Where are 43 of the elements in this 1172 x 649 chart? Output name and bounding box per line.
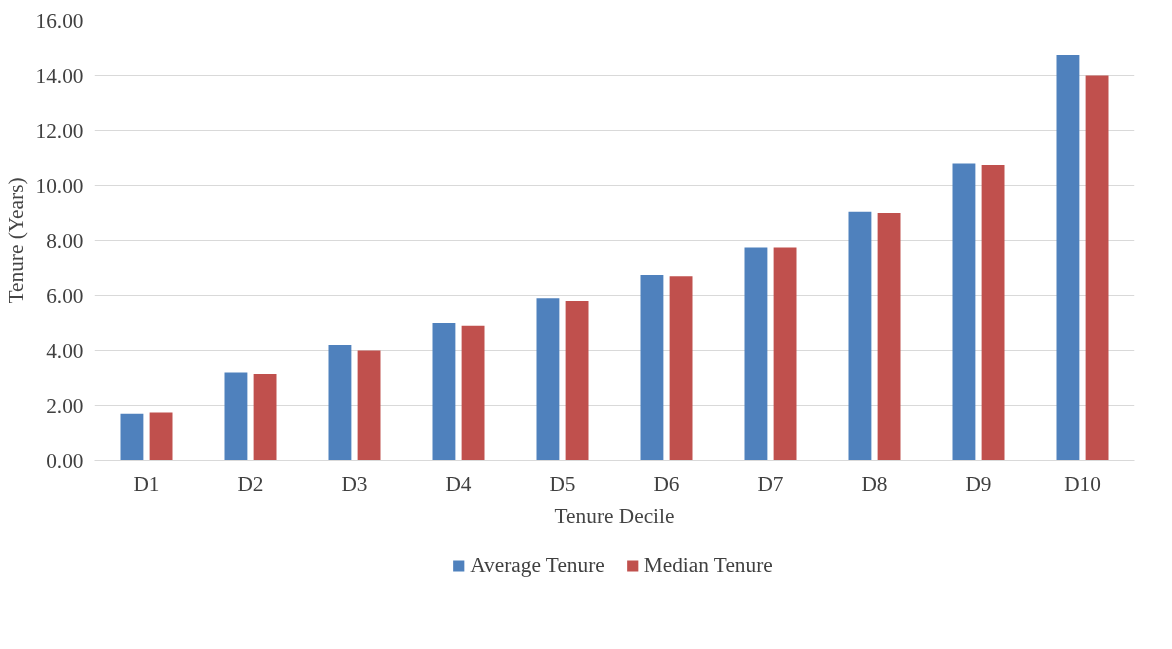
y-tick-label: 14.00 (35, 63, 84, 88)
y-tick-label: 6.00 (46, 283, 84, 308)
x-tick-label: D8 (861, 471, 888, 496)
bar (432, 323, 456, 461)
y-tick-label: 12.00 (35, 118, 84, 143)
bar (253, 373, 277, 461)
x-tick-label: D3 (341, 471, 368, 496)
x-tick-label: D10 (1064, 471, 1101, 496)
bar (357, 350, 381, 461)
x-tick-label: D5 (549, 471, 576, 496)
bar (848, 211, 872, 461)
y-tick-label: 8.00 (46, 228, 84, 253)
bar (981, 164, 1005, 461)
bar (120, 413, 144, 461)
bar (1056, 54, 1080, 461)
x-tick-label: D6 (653, 471, 680, 496)
bar (1085, 75, 1109, 461)
bar (744, 247, 768, 461)
y-tick-label: 16.00 (35, 8, 84, 33)
y-axis-title: Tenure (Years) (3, 177, 28, 304)
x-tick-label: D2 (237, 471, 264, 496)
bar (536, 298, 560, 461)
bar (461, 325, 485, 461)
y-tick-label: 10.00 (35, 173, 84, 198)
bar (224, 372, 248, 461)
x-axis-title: Tenure Decile (554, 503, 675, 528)
x-tick-label: D1 (133, 471, 160, 496)
bar (565, 301, 589, 461)
y-tick-label: 0.00 (46, 448, 84, 473)
x-tick-label: D9 (965, 471, 992, 496)
bar (669, 276, 693, 461)
bar (640, 274, 664, 461)
y-tick-label: 2.00 (46, 393, 84, 418)
bar (952, 163, 976, 461)
bar (877, 213, 901, 461)
bar (773, 247, 797, 461)
x-tick-label: D7 (757, 471, 784, 496)
legend-label: Average Tenure (470, 552, 605, 578)
bar (328, 345, 352, 461)
x-tick-label: D4 (445, 471, 472, 496)
bar (149, 412, 173, 461)
y-tick-label: 4.00 (46, 338, 84, 363)
legend-label: Median Tenure (643, 552, 773, 578)
